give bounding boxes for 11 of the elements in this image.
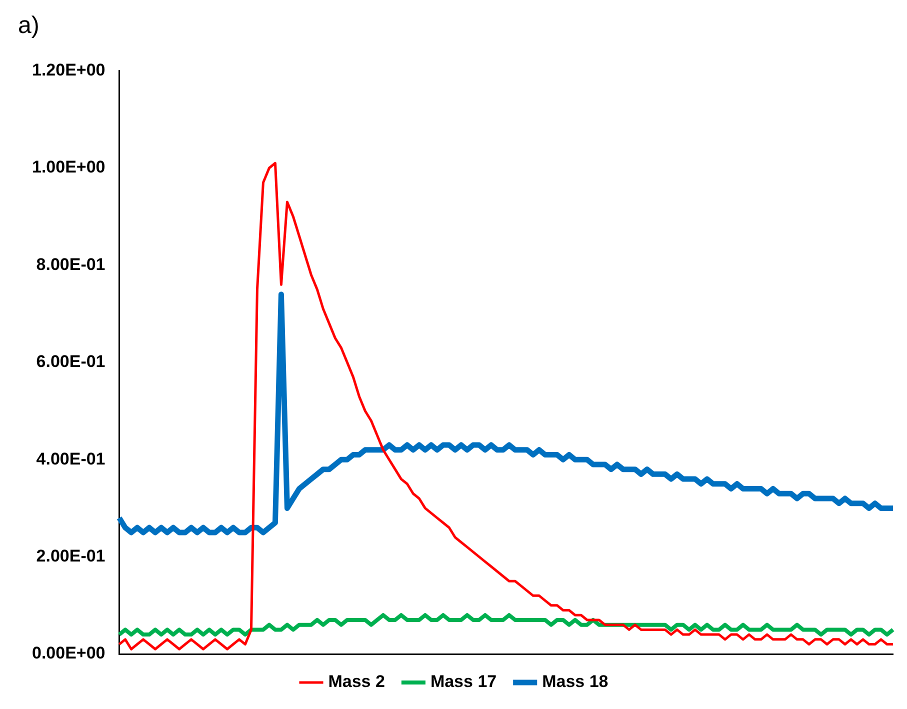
chart-title: a) — [18, 12, 40, 40]
legend-label: Mass 17 — [430, 672, 497, 692]
legend-label: Mass 2 — [328, 672, 385, 692]
y-tick-label: 1.20E+00 — [32, 60, 106, 80]
y-tick-label: 1.00E+00 — [32, 158, 106, 177]
y-tick-label: 2.00E-01 — [36, 546, 106, 566]
legend-label: Mass 18 — [542, 672, 608, 692]
y-tick-label: 0.00E+00 — [32, 644, 106, 663]
y-tick-label: 8.00E-01 — [36, 254, 106, 274]
y-tick-label: 4.00E-01 — [36, 449, 106, 468]
y-tick-label: 6.00E-01 — [36, 352, 106, 372]
